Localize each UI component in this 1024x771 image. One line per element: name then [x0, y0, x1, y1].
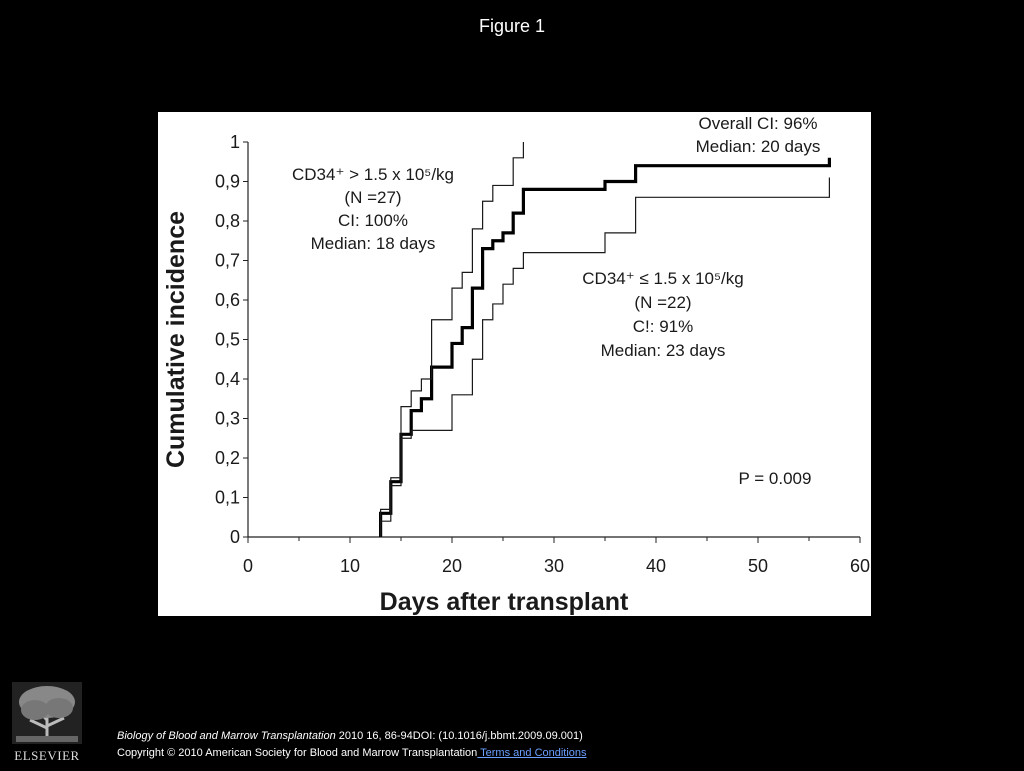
series-annotation-2-line-2: (N =27): [344, 188, 401, 207]
elsevier-logo: ELSEVIER: [8, 680, 86, 766]
citation-footer: Biology of Blood and Marrow Transplantat…: [117, 728, 587, 762]
y-tick-label: 1: [230, 132, 240, 152]
y-tick-label: 0,2: [215, 448, 240, 468]
series-annotation-2-line-3: CI: 100%: [338, 211, 408, 230]
terms-link[interactable]: Terms and Conditions: [477, 747, 587, 759]
x-tick-label: 10: [340, 556, 360, 576]
citation-line: Biology of Blood and Marrow Transplantat…: [117, 728, 587, 745]
series-annotation-3-line-2: (N =22): [634, 293, 691, 312]
x-tick-label: 50: [748, 556, 768, 576]
journal-name: Biology of Blood and Marrow Transplantat…: [117, 730, 336, 742]
y-tick-label: 0,9: [215, 172, 240, 192]
y-tick-label: 0,6: [215, 290, 240, 310]
figure-title: Figure 1: [478, 16, 546, 36]
x-tick-label: 60: [850, 556, 870, 576]
series-annotation-2-line-4: Median: 18 days: [311, 234, 436, 253]
y-tick-label: 0,1: [215, 488, 240, 508]
y-axis-title: Cumulative incidence: [162, 211, 190, 468]
series-annotation-1-line-2: Median: 20 days: [696, 137, 821, 156]
p-value-label: P = 0.009: [739, 469, 812, 488]
x-axis-title: Days after transplant: [380, 588, 629, 616]
series-annotation-3-line-3: C!: 91%: [633, 317, 693, 336]
x-tick-label: 0: [243, 556, 253, 576]
x-tick-label: 30: [544, 556, 564, 576]
x-tick-label: 20: [442, 556, 462, 576]
series-annotation-3-line-1: CD34⁺ ≤ 1.5 x 10⁵/kg: [582, 269, 743, 288]
elsevier-wordmark: ELSEVIER: [14, 748, 79, 763]
series-annotation-1-line-1: Overall CI: 96%: [698, 114, 817, 133]
y-tick-label: 0,3: [215, 409, 240, 429]
cumulative-incidence-chart: 0 10 20 30 40 50 60 0 0,1 0,2 0,3 0,4 0,5 0,6 0,7 0,8 0,…: [162, 114, 870, 616]
y-tick-label: 0,4: [215, 369, 240, 389]
chart-panel: 0 10 20 30 40 50 60 0 0,1 0,2 0,3 0,4 0,5 0,6 0,7 0,8 0,…: [158, 112, 871, 616]
citation-details: 2010 16, 86-94DOI: (10.1016/j.bbmt.2009.…: [335, 730, 583, 742]
y-tick-label: 0,7: [215, 251, 240, 271]
copyright-text: Copyright © 2010 American Society for Bl…: [117, 747, 478, 759]
overall-curve: [379, 157, 831, 537]
series-annotation-3-line-4: Median: 23 days: [601, 341, 726, 360]
y-tick-label: 0,8: [215, 211, 240, 231]
x-tick-label: 40: [646, 556, 666, 576]
low-cd34-curve: [380, 177, 830, 537]
y-tick-label: 0: [230, 527, 240, 547]
y-tick-label: 0,5: [215, 330, 240, 350]
series-annotation-2-line-1: CD34⁺ > 1.5 x 10⁵/kg: [292, 165, 454, 184]
copyright-line: Copyright © 2010 American Society for Bl…: [117, 745, 587, 762]
